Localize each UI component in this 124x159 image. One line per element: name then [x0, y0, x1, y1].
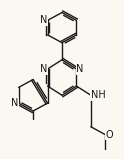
Text: N: N — [77, 64, 84, 74]
Text: O: O — [105, 130, 113, 140]
Text: N: N — [40, 15, 47, 25]
Text: N: N — [11, 98, 19, 108]
Text: NH: NH — [91, 90, 106, 100]
Text: N: N — [40, 64, 47, 74]
